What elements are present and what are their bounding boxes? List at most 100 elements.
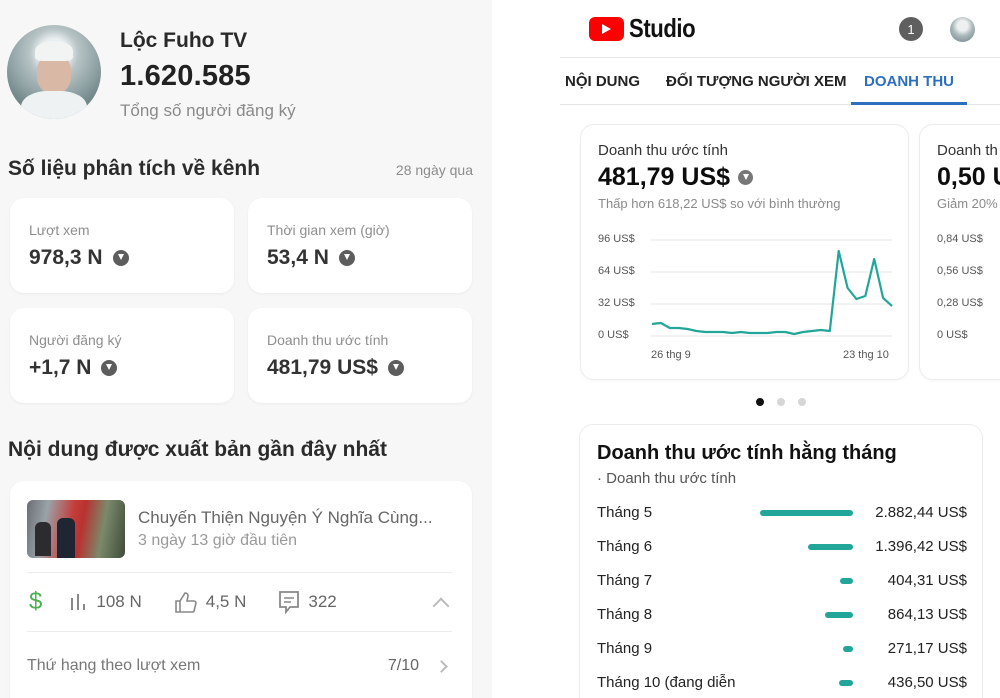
chevron-right-icon xyxy=(435,659,448,673)
rank-by-views-row[interactable]: Thứ hạng theo lượt xem 7/10 xyxy=(27,654,452,678)
monthly-revenue-title: Doanh thu ước tính hằng tháng xyxy=(597,442,897,464)
month-label: Tháng 6 xyxy=(597,538,653,555)
stat-label: Thời gian xem (giờ) xyxy=(267,222,390,238)
video-period: 3 ngày 13 giờ đầu tiên xyxy=(138,532,298,549)
stat-card-revenue[interactable]: Doanh thu ước tính 481,79 US$ xyxy=(248,308,472,403)
revenue-line-chart[interactable] xyxy=(581,125,910,381)
carousel-dot[interactable] xyxy=(777,398,785,406)
latest-video-card: Chuyến Thiện Nguyện Ý Nghĩa Cùng... 3 ng… xyxy=(10,481,472,698)
stat-label: Lượt xem xyxy=(29,222,90,238)
revenue-value: 481,79 US$ xyxy=(598,163,731,191)
month-revenue-bar xyxy=(808,544,853,550)
rpm-label: Doanh th xyxy=(937,142,998,159)
stat-card-subscribers[interactable]: Người đăng ký +1,7 N xyxy=(10,308,234,403)
carousel-indicator xyxy=(756,398,806,406)
revenue-compare: Thấp hơn 618,22 US$ so với bình thường xyxy=(598,196,841,211)
tab-content[interactable]: NỘI DUNG xyxy=(565,73,640,90)
stat-card-watch-time[interactable]: Thời gian xem (giờ) 53,4 N xyxy=(248,198,472,293)
analytics-title: Số liệu phân tích về kênh xyxy=(8,157,261,180)
monthly-revenue-card: Doanh thu ước tính hằng tháng · Doanh th… xyxy=(579,424,983,698)
stat-value: 481,79 US$ xyxy=(267,356,378,379)
y-tick: 0,28 US$ xyxy=(937,297,983,309)
analytics-tabs: NỘI DUNG ĐỐI TƯỢNG NGƯỜI XEM DOANH THU xyxy=(560,59,1000,105)
month-label: Tháng 9 xyxy=(597,640,653,657)
stat-value: +1,7 N xyxy=(29,356,92,379)
channel-avatar[interactable] xyxy=(7,25,101,119)
rpm-card[interactable]: Doanh th 0,50 U Giảm 20% 0,84 US$ 0,56 U… xyxy=(919,124,1000,380)
likes-metric: 4,5 N xyxy=(174,591,247,613)
monetization-dollar-icon: $ xyxy=(29,588,43,615)
monthly-revenue-subtitle: · Doanh thu ước tính xyxy=(597,470,737,487)
y-tick: 0,56 US$ xyxy=(937,265,983,277)
monthly-revenue-row[interactable]: Tháng 8 864,13 US$ xyxy=(597,604,967,626)
studio-revenue-panel: Studio 1 NỘI DUNG ĐỐI TƯỢNG NGƯỜI XEM DO… xyxy=(560,0,1000,698)
stat-value: 53,4 N xyxy=(267,246,329,269)
revenue-label: Doanh thu ước tính xyxy=(598,142,728,159)
y-tick: 0 US$ xyxy=(598,329,629,341)
month-value: 864,13 US$ xyxy=(887,606,967,623)
arrow-down-icon xyxy=(738,170,754,185)
active-tab-indicator xyxy=(851,102,967,105)
month-value: 2.882,44 US$ xyxy=(875,504,967,521)
monthly-revenue-row[interactable]: Tháng 6 1.396,42 US$ xyxy=(597,536,967,558)
stat-card-views[interactable]: Lượt xem 978,3 N xyxy=(10,198,234,293)
month-revenue-bar xyxy=(843,646,853,652)
youtube-play-logo-icon[interactable] xyxy=(589,17,624,41)
carousel-dot[interactable] xyxy=(756,398,764,406)
comments-value: 322 xyxy=(308,592,337,611)
notification-badge[interactable]: 1 xyxy=(899,17,923,41)
arrow-down-icon xyxy=(338,250,355,266)
carousel-dot[interactable] xyxy=(798,398,806,406)
channel-name: Lộc Fuho TV xyxy=(120,29,248,52)
latest-content-title: Nội dung được xuất bản gần đây nhất xyxy=(8,438,387,461)
studio-logo-text[interactable]: Studio xyxy=(629,13,696,43)
video-metrics-row: $ 108 N 4,5 N 322 xyxy=(27,582,452,622)
estimated-revenue-card[interactable]: Doanh thu ước tính 481,79 US$ Thấp hơn 6… xyxy=(580,124,909,380)
account-avatar[interactable] xyxy=(950,17,975,42)
video-thumbnail[interactable] xyxy=(27,500,125,558)
y-tick: 96 US$ xyxy=(598,233,635,245)
tab-audience[interactable]: ĐỐI TƯỢNG NGƯỜI XEM xyxy=(666,73,847,90)
month-label: Tháng 8 xyxy=(597,606,653,623)
month-revenue-bar xyxy=(840,578,853,584)
comment-icon xyxy=(279,591,300,614)
stat-label: Người đăng ký xyxy=(29,332,122,348)
monthly-revenue-row[interactable]: Tháng 5 2.882,44 US$ xyxy=(597,502,967,524)
month-revenue-bar xyxy=(825,612,853,618)
month-value: 436,50 US$ xyxy=(887,674,967,691)
monthly-revenue-row[interactable]: Tháng 9 271,17 US$ xyxy=(597,638,967,660)
tab-revenue[interactable]: DOANH THU xyxy=(864,73,954,90)
analytics-period[interactable]: 28 ngày qua xyxy=(395,162,473,178)
arrow-down-icon xyxy=(112,250,129,266)
arrow-down-icon xyxy=(387,360,404,376)
monthly-revenue-row[interactable]: Tháng 10 (đang diễn 436,50 US$ xyxy=(597,672,967,694)
likes-value: 4,5 N xyxy=(205,592,247,611)
month-label: Tháng 10 (đang diễn xyxy=(597,674,736,691)
month-revenue-bar xyxy=(839,680,853,686)
views-metric: 108 N xyxy=(68,592,142,612)
rank-value: 7/10 xyxy=(387,657,419,674)
month-value: 1.396,42 US$ xyxy=(875,538,967,555)
monthly-revenue-row[interactable]: Tháng 7 404,31 US$ xyxy=(597,570,967,592)
subscriber-count-label: Tổng số người đăng ký xyxy=(120,101,296,120)
rpm-compare: Giảm 20% xyxy=(937,196,998,211)
month-label: Tháng 5 xyxy=(597,504,653,521)
rpm-value: 0,50 U xyxy=(937,163,1000,191)
month-value: 271,17 US$ xyxy=(887,640,967,657)
stat-value: 978,3 N xyxy=(29,246,103,269)
collapse-chevron-up-icon[interactable] xyxy=(432,597,450,615)
revenue-series-line xyxy=(651,249,893,336)
divider xyxy=(27,572,452,573)
rank-label: Thứ hạng theo lượt xem xyxy=(27,657,201,674)
x-tick: 23 thg 10 xyxy=(843,349,889,361)
video-title[interactable]: Chuyến Thiện Nguyện Ý Nghĩa Cùng... xyxy=(138,508,433,527)
channel-dashboard-panel: Lộc Fuho TV 1.620.585 Tổng số người đăng… xyxy=(0,0,492,698)
divider xyxy=(27,631,452,632)
arrow-down-icon xyxy=(101,360,118,376)
stat-label: Doanh thu ước tính xyxy=(267,332,389,348)
views-value: 108 N xyxy=(96,592,142,611)
y-tick: 32 US$ xyxy=(598,297,635,309)
bar-chart-icon xyxy=(71,594,86,610)
y-tick: 64 US$ xyxy=(598,265,635,277)
month-value: 404,31 US$ xyxy=(887,572,967,589)
